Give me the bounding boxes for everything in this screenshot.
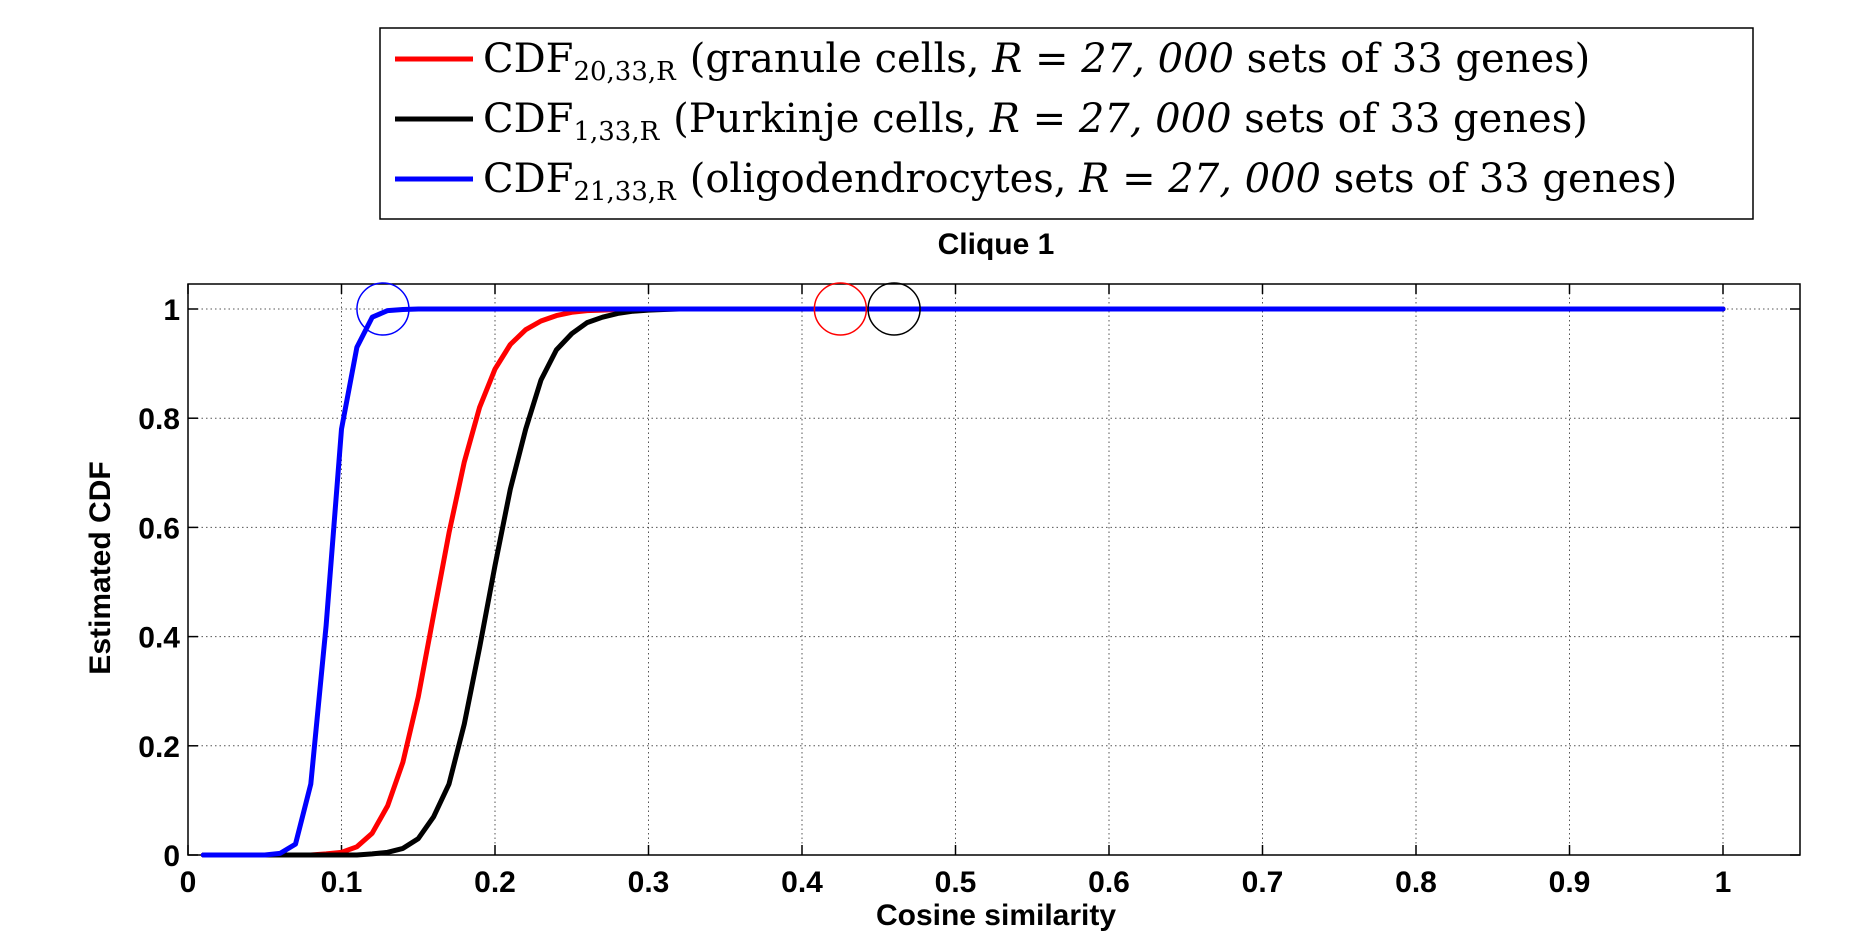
x-tick-label: 0.1 <box>321 866 363 899</box>
x-tick-label: 0.5 <box>935 866 977 899</box>
series-line-granule <box>200 306 1726 858</box>
x-tick-label: 0.9 <box>1549 866 1591 899</box>
x-tick-label: 0.3 <box>628 866 670 899</box>
plot-area <box>187 283 1801 856</box>
marker-circle-oligodendrocytes <box>356 282 410 336</box>
x-tick-label: 0.8 <box>1395 866 1437 899</box>
marker-circle-granule <box>813 282 868 336</box>
x-tick-label: 1 <box>1715 866 1732 899</box>
y-tick-label: 0.6 <box>138 512 180 545</box>
y-axis-label: Estimated CDF <box>84 461 117 674</box>
x-tick-label: 0.2 <box>474 866 516 899</box>
y-tick-label: 1 <box>163 294 180 327</box>
series-line-oligodendrocytes <box>200 306 1726 858</box>
x-tick-label: 0.4 <box>781 866 823 899</box>
legend-box <box>379 27 1754 220</box>
y-tick-label: 0 <box>163 840 180 873</box>
chart-title: Clique 1 <box>938 228 1055 261</box>
x-tick-label: 0 <box>180 866 197 899</box>
marker-circle-purkinje <box>867 282 921 336</box>
legend-label-purkinje: CDF1,33,R (Purkinje cells, R = 27, 000 se… <box>483 96 1588 147</box>
y-tick-label: 0.4 <box>138 622 180 655</box>
legend-label-granule: CDF20,33,R (granule cells, R = 27, 000 se… <box>483 36 1590 87</box>
x-axis-label: Cosine similarity <box>876 899 1116 932</box>
series-line-purkinje <box>200 306 1726 858</box>
y-tick-label: 0.8 <box>138 403 180 436</box>
x-tick-label: 0.6 <box>1088 866 1130 899</box>
y-tick-label: 0.2 <box>138 731 180 764</box>
x-tick-label: 0.7 <box>1242 866 1284 899</box>
legend-label-oligodendrocytes: CDF21,33,R (oligodendrocytes, R = 27, 000… <box>483 156 1677 207</box>
legend: CDF20,33,R (granule cells, R = 27, 000 se… <box>379 27 1754 220</box>
